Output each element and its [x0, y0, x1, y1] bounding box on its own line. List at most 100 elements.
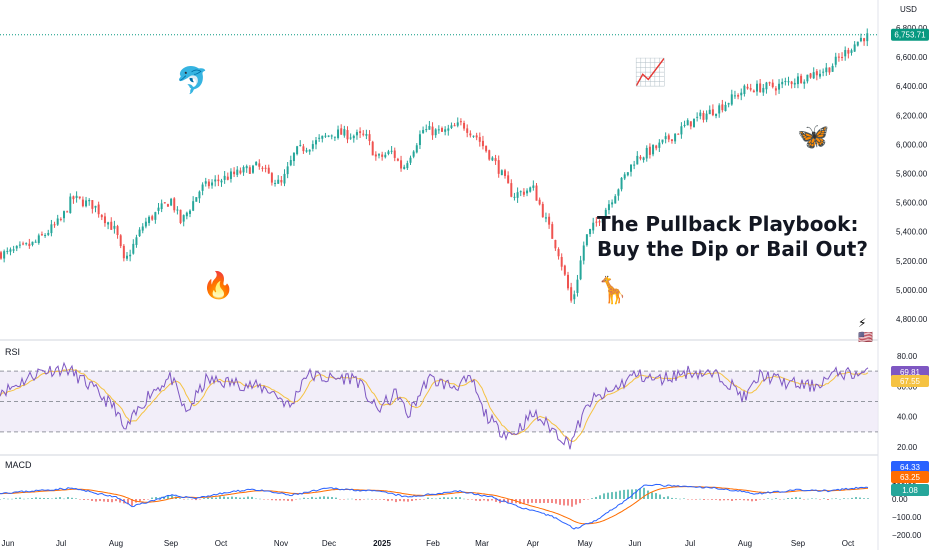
candle-body — [648, 146, 651, 155]
candle-body — [163, 202, 166, 204]
macd-histogram-bar — [675, 498, 677, 499]
candle-body — [113, 225, 116, 229]
rsi-ma-value-badge-bg — [891, 375, 929, 387]
candle-body — [425, 129, 428, 131]
candle-body — [689, 121, 692, 127]
candle-body — [141, 226, 144, 231]
candle-body — [478, 137, 481, 142]
macd-histogram-bar — [479, 499, 481, 502]
macd-histogram-bar — [651, 492, 653, 499]
macd-histogram-bar — [819, 499, 821, 500]
macd-histogram-bar — [35, 497, 37, 499]
candle-body — [630, 164, 632, 172]
time-tick-label: Jul — [685, 539, 695, 548]
candle-body — [626, 172, 629, 176]
macd-histogram-bar — [851, 497, 853, 499]
macd-histogram-bar — [671, 497, 673, 499]
candle-body — [677, 133, 680, 135]
macd-histogram-bar — [847, 498, 849, 500]
lightning-icon[interactable]: ⚡ — [858, 316, 867, 330]
macd-histogram-bar — [255, 498, 257, 500]
flag-icon[interactable]: 🇺🇸 — [858, 330, 873, 344]
rsi-title: RSI — [5, 347, 20, 357]
candle-body — [711, 109, 714, 116]
macd-histogram-bar — [251, 496, 253, 499]
candle-body — [321, 135, 324, 139]
macd-histogram-bar — [315, 497, 317, 499]
macd-histogram-bar — [87, 499, 89, 500]
macd-histogram-bar — [807, 498, 809, 500]
macd-histogram-bar — [587, 499, 589, 500]
candle-body — [160, 203, 163, 210]
macd-histogram-bar — [447, 497, 449, 499]
time-tick-label: Jun — [2, 539, 15, 548]
macd-histogram-bar — [207, 497, 209, 499]
candle-body — [812, 72, 815, 79]
candle-body — [85, 200, 88, 207]
candle-body — [526, 190, 529, 194]
macd-histogram-bar — [707, 499, 709, 500]
candle-body — [50, 224, 53, 234]
candle-body — [771, 82, 774, 88]
time-tick-label: Dec — [322, 539, 336, 548]
macd-histogram-bar — [407, 499, 409, 502]
macd-histogram-bar — [259, 498, 261, 500]
candle-body — [75, 195, 78, 199]
candle-body — [88, 200, 91, 202]
candle-body — [664, 136, 667, 140]
macd-histogram-bar — [287, 499, 289, 501]
candle-body — [107, 222, 110, 225]
macd-histogram-bar — [39, 497, 41, 499]
macd-histogram-bar — [219, 496, 221, 499]
candle-body — [239, 170, 242, 174]
macd-histogram-bar — [815, 498, 817, 500]
candle-body — [642, 157, 645, 161]
candle-body — [324, 135, 327, 137]
candle-body — [428, 126, 431, 130]
macd-histogram-bar — [579, 499, 581, 504]
candle-body — [157, 207, 160, 211]
candle-body — [390, 150, 393, 152]
candle-body — [475, 135, 478, 138]
macd-histogram-bar — [627, 489, 629, 499]
time-tick-label: Feb — [426, 539, 440, 548]
candle-body — [189, 210, 191, 214]
candle-body — [815, 71, 818, 76]
macd-histogram-bar — [299, 498, 301, 500]
candle-body — [346, 130, 349, 140]
time-tick-label: Nov — [274, 539, 288, 548]
macd-histogram-bar — [555, 499, 557, 504]
candle-body — [248, 167, 251, 174]
macd-histogram-bar — [323, 496, 325, 499]
candle-body — [683, 124, 686, 126]
candle-body — [727, 103, 730, 105]
macd-histogram-bar — [107, 499, 109, 502]
candle-body — [582, 245, 585, 261]
macd-histogram-bar — [391, 499, 393, 501]
candle-body — [214, 179, 217, 182]
candle-body — [318, 137, 321, 139]
candle-body — [437, 129, 440, 131]
candle-body — [859, 37, 862, 42]
candle-body — [604, 209, 607, 219]
price-tick-label: 5,800.00 — [896, 170, 928, 179]
candle-body — [66, 211, 69, 213]
candle-body — [63, 211, 65, 219]
rsi-value-badge: 69.81 — [900, 368, 921, 377]
candle-body — [371, 141, 374, 156]
candle-body — [680, 126, 683, 135]
macd-histogram-bar — [491, 499, 493, 501]
candle-body — [633, 164, 636, 166]
macd-histogram-bar — [507, 499, 509, 504]
candle-body — [207, 181, 210, 187]
macd-histogram-bar — [271, 499, 273, 501]
candle-body — [431, 126, 434, 136]
macd-histogram-bar — [279, 499, 281, 501]
time-tick-label: Oct — [842, 539, 855, 548]
macd-histogram-bar — [339, 499, 341, 500]
candle-body — [211, 182, 214, 186]
macd-histogram-bar — [763, 499, 765, 500]
candle-body — [198, 191, 201, 199]
macd-histogram-bar — [411, 499, 413, 502]
